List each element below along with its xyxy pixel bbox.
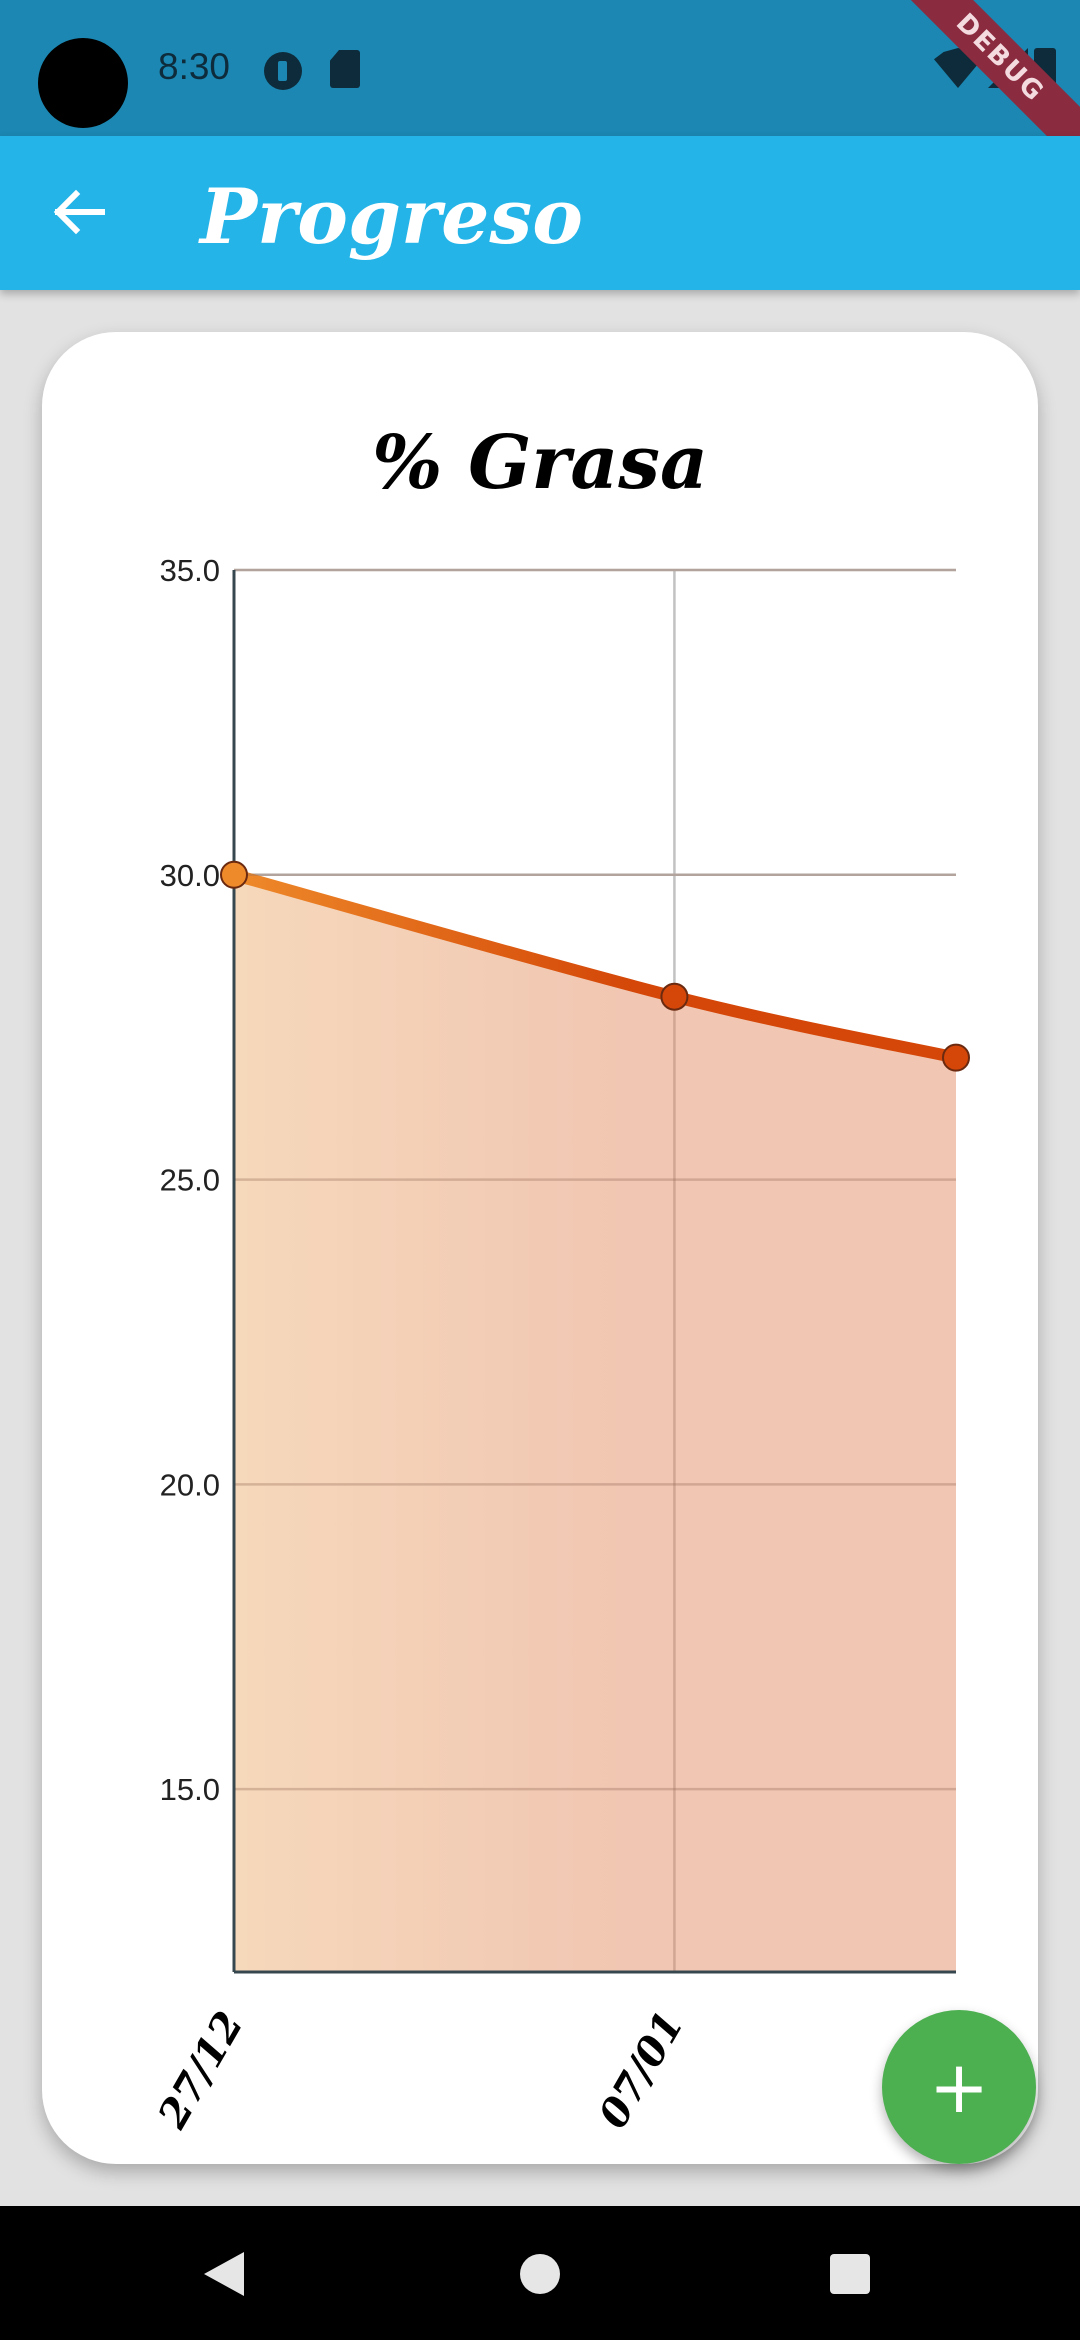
chart-card: % Grasa 35.0 30.0 25.0 20.0 15.0 27/12 07/01 bbox=[42, 332, 1038, 2164]
x-tick-label: 07/01 bbox=[589, 2004, 693, 2137]
chart-series-line bbox=[228, 868, 962, 1064]
data-point[interactable] bbox=[660, 982, 689, 1011]
back-button[interactable] bbox=[40, 172, 120, 252]
nav-recent-icon[interactable] bbox=[830, 2254, 870, 2294]
chart: 35.0 30.0 25.0 20.0 15.0 27/12 07/01 bbox=[148, 553, 970, 2137]
chart-area-fill bbox=[234, 874, 956, 1972]
status-bar: 8:30 DEBUG bbox=[0, 0, 1080, 136]
y-tick-label: 35.0 bbox=[160, 553, 220, 588]
page-title: Progreso bbox=[200, 172, 583, 261]
chart-title: % Grasa bbox=[372, 420, 708, 506]
sd-card-icon bbox=[330, 50, 360, 88]
nav-home-icon[interactable] bbox=[520, 2254, 560, 2294]
data-point[interactable] bbox=[220, 860, 248, 889]
arrow-left-icon bbox=[53, 189, 105, 235]
camera-hole bbox=[38, 38, 128, 128]
app-bar: Progreso bbox=[0, 136, 1080, 290]
plus-icon: + bbox=[928, 2045, 990, 2129]
app-notification-icon bbox=[264, 52, 302, 90]
y-tick-label: 15.0 bbox=[160, 1772, 220, 1807]
y-tick-label: 20.0 bbox=[160, 1467, 220, 1502]
x-tick-label: 27/12 bbox=[148, 2004, 252, 2137]
y-tick-label: 25.0 bbox=[160, 1163, 220, 1198]
nav-back-icon[interactable] bbox=[204, 2252, 244, 2296]
y-tick-label: 30.0 bbox=[160, 858, 220, 893]
status-time: 8:30 bbox=[158, 46, 231, 87]
navigation-bar bbox=[0, 2206, 1080, 2340]
add-button[interactable]: + bbox=[882, 2010, 1036, 2164]
data-point[interactable] bbox=[942, 1043, 970, 1072]
